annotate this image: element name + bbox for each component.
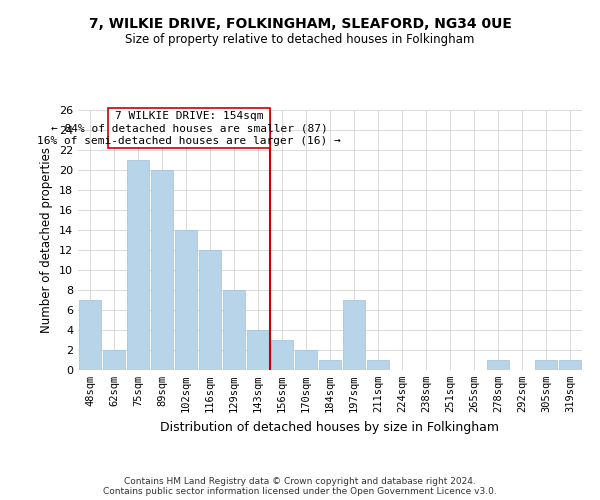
Text: Size of property relative to detached houses in Folkingham: Size of property relative to detached ho… [125,32,475,46]
X-axis label: Distribution of detached houses by size in Folkingham: Distribution of detached houses by size … [161,420,499,434]
FancyBboxPatch shape [108,108,270,148]
Bar [247,330,269,370]
Bar [295,350,317,370]
Text: Contains HM Land Registry data © Crown copyright and database right 2024.: Contains HM Land Registry data © Crown c… [124,476,476,486]
Bar [535,360,557,370]
Bar [343,300,365,370]
Y-axis label: Number of detached properties: Number of detached properties [40,147,53,333]
Bar [199,250,221,370]
Bar [151,170,173,370]
Bar [175,230,197,370]
Bar [79,300,101,370]
Bar [319,360,341,370]
Text: 16% of semi-detached houses are larger (16) →: 16% of semi-detached houses are larger (… [37,136,341,146]
Text: 7 WILKIE DRIVE: 154sqm: 7 WILKIE DRIVE: 154sqm [115,111,263,121]
Bar [559,360,581,370]
Bar [223,290,245,370]
Text: Contains public sector information licensed under the Open Government Licence v3: Contains public sector information licen… [103,488,497,496]
Text: 7, WILKIE DRIVE, FOLKINGHAM, SLEAFORD, NG34 0UE: 7, WILKIE DRIVE, FOLKINGHAM, SLEAFORD, N… [89,18,511,32]
Text: ← 84% of detached houses are smaller (87): ← 84% of detached houses are smaller (87… [50,124,328,134]
Bar [127,160,149,370]
Bar [487,360,509,370]
Bar [367,360,389,370]
Bar [103,350,125,370]
Bar [271,340,293,370]
